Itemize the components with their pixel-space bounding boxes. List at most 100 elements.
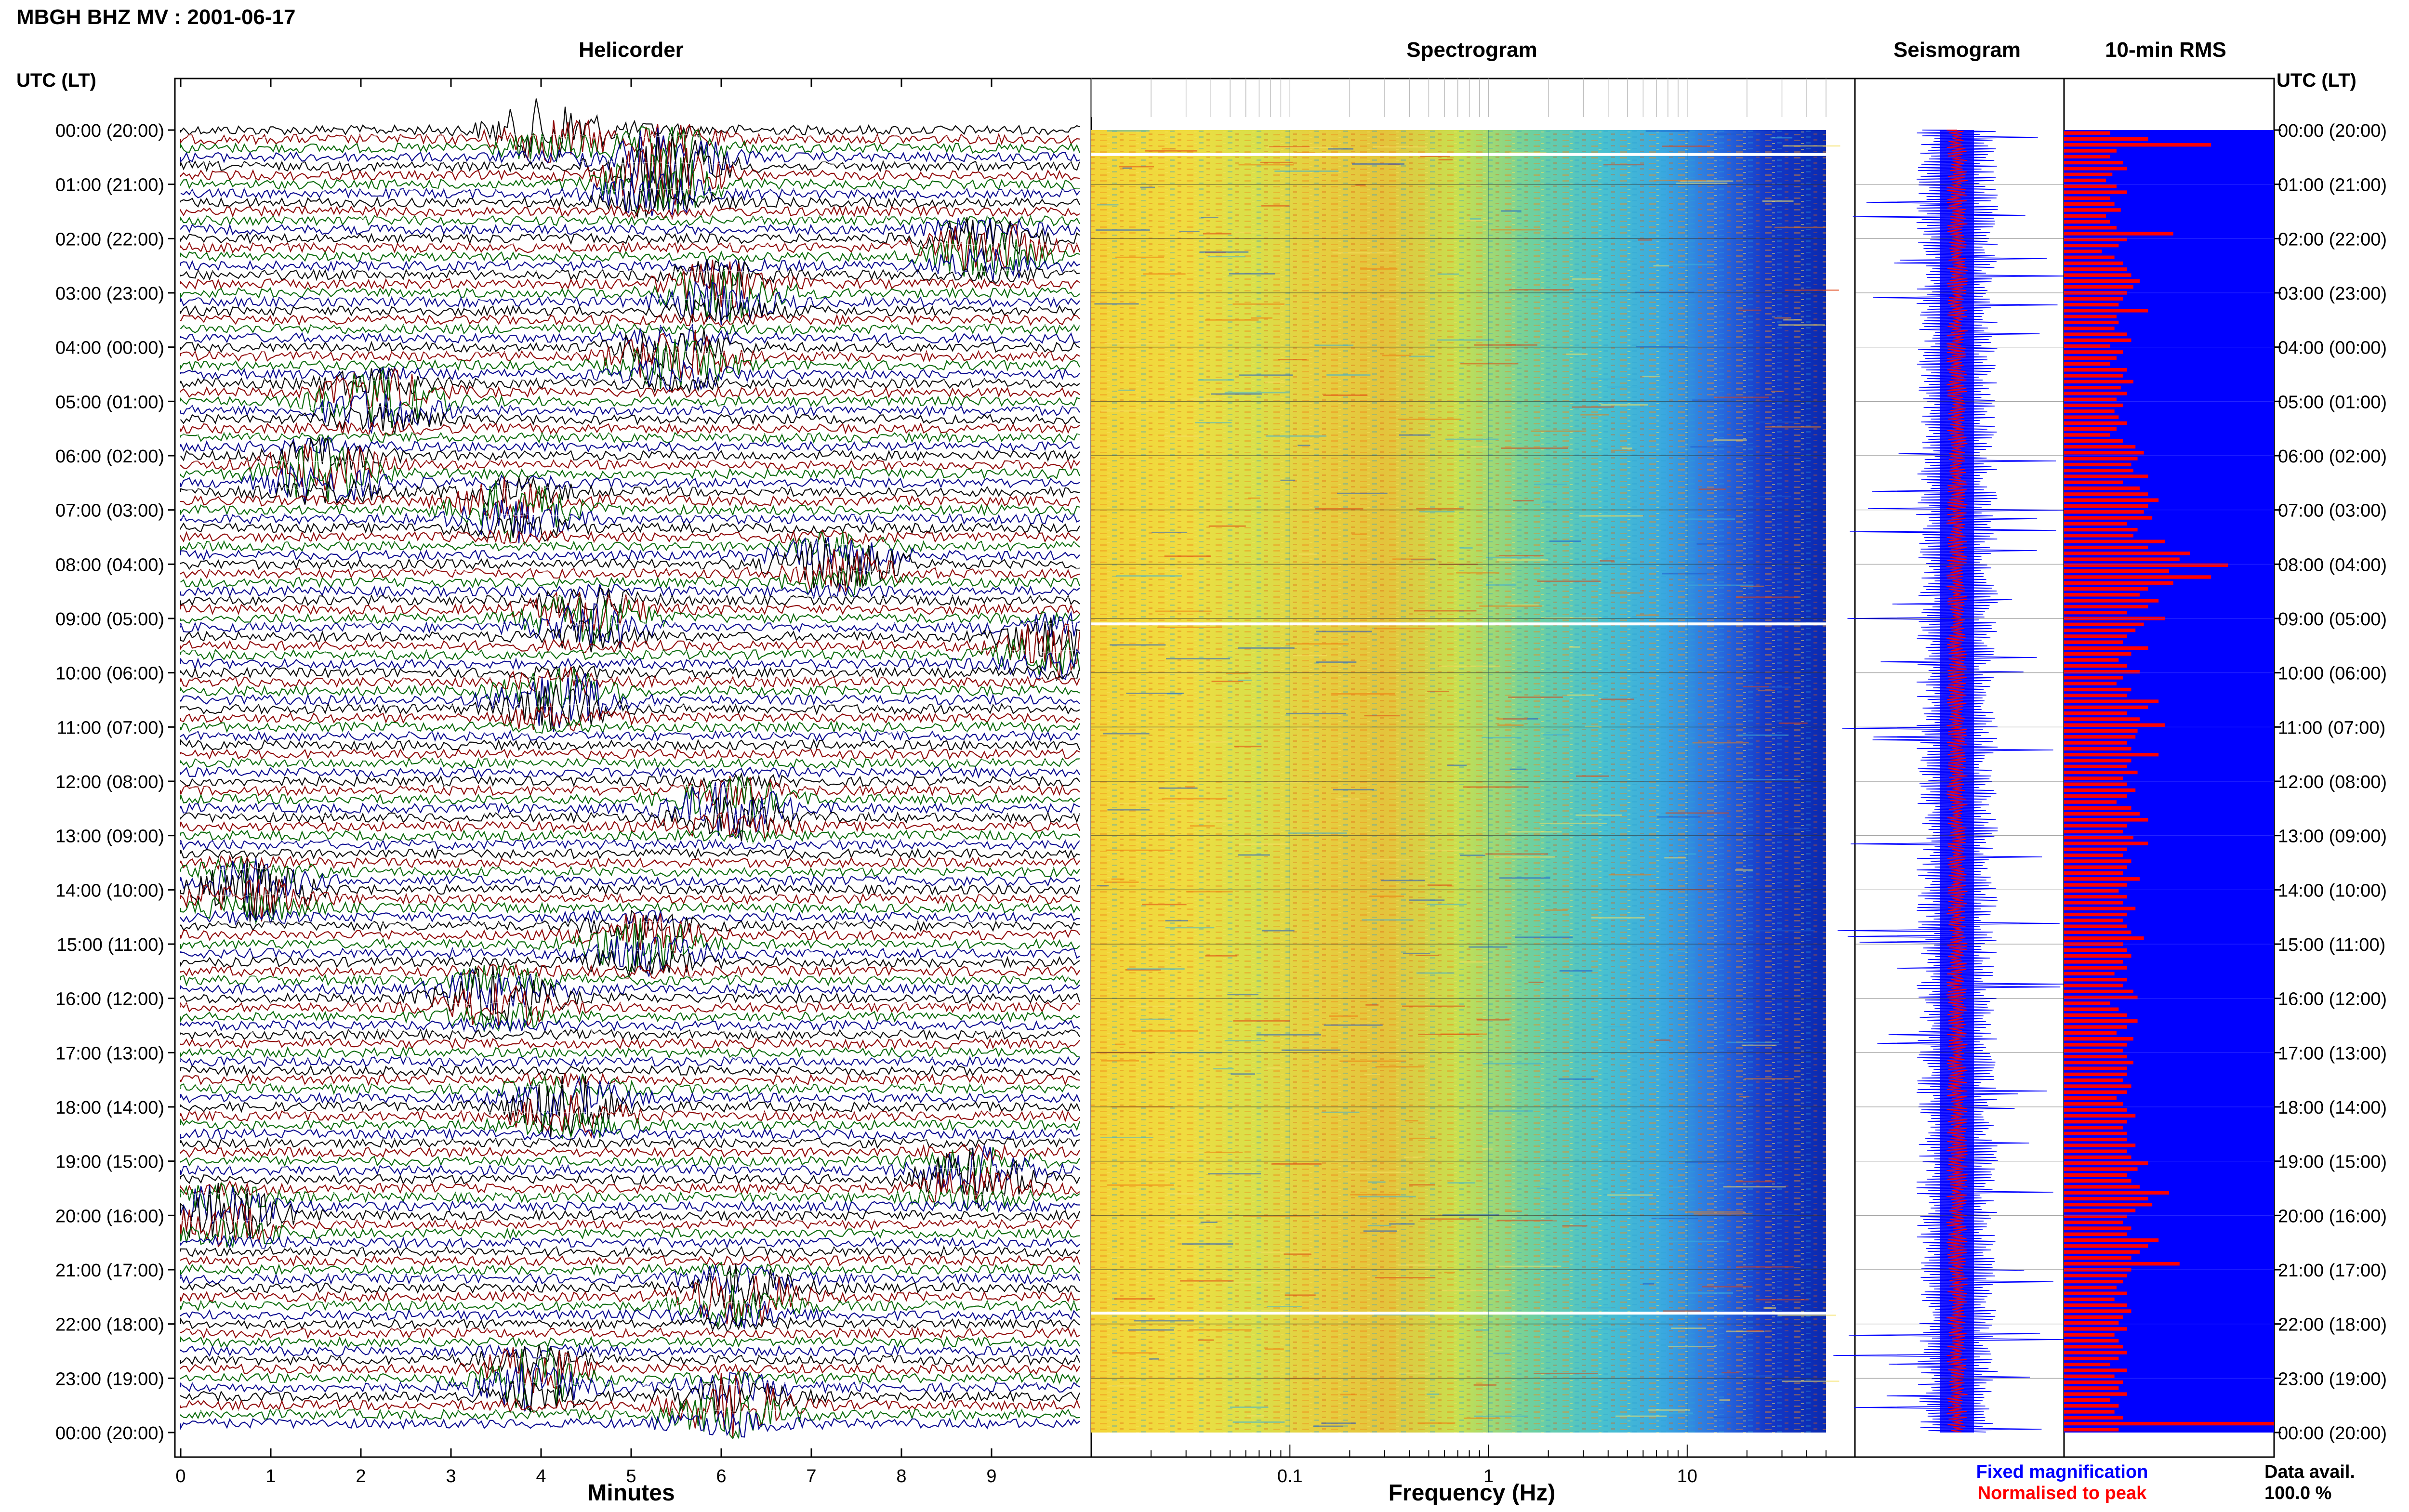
helicorder-trace: [180, 431, 1080, 444]
spectrogram-streak: [1247, 1309, 1289, 1311]
spectrogram-streak: [1321, 1111, 1360, 1113]
helicorder-trace: [180, 856, 1080, 884]
spectrogram-streak: [1374, 1314, 1434, 1315]
spectrogram-streak: [1735, 1181, 1775, 1183]
rms-bar: [2064, 1262, 2180, 1266]
spectrogram-streak: [1373, 146, 1428, 148]
rms-bar: [2064, 1078, 2123, 1082]
spectrogram-streak: [1596, 1140, 1655, 1142]
helicorder-trace: [180, 329, 1080, 380]
spectrogram-streak: [1482, 1148, 1493, 1150]
spectrogram-streak: [1102, 733, 1150, 735]
helicorder-trace-highlight: [180, 378, 1082, 382]
spectrogram-streak: [1100, 1137, 1153, 1138]
spectrogram-streak: [1677, 1292, 1734, 1294]
spectrogram-streak: [1111, 878, 1125, 880]
rms-bar: [2064, 1126, 2123, 1130]
spectrogram-streak: [1461, 184, 1481, 186]
spectrogram-streak: [1515, 936, 1573, 938]
rms-bar: [2064, 522, 2127, 526]
y-tick-label-right: 20:00 (16:00): [2278, 1206, 2387, 1226]
rms-bar: [2064, 1279, 2123, 1284]
spectrogram-streak: [1267, 781, 1308, 783]
rms-bar: [2064, 995, 2138, 999]
helicorder-trace: [180, 549, 1080, 593]
spectrogram-streak: [1227, 994, 1258, 996]
rms-bar: [2064, 1108, 2127, 1112]
spectrogram-streak: [1110, 644, 1166, 646]
spectrogram-streak: [1402, 1005, 1465, 1007]
helicorder-trace: [180, 188, 1080, 219]
rms-bar: [2064, 1321, 2119, 1325]
spectrogram-streak: [1777, 1315, 1836, 1316]
spectrogram-streak: [1234, 746, 1262, 748]
spectrogram-streak: [1486, 584, 1517, 586]
spectrogram-streak: [1638, 853, 1696, 855]
y-axis-ticks: 00:00 (20:00) 00:00 (20:00) 01:00 (21:00) 0…: [55, 121, 2387, 1444]
helicorder-trace: [180, 936, 1080, 977]
helicorder-trace: [180, 1002, 1080, 1032]
spectrogram-streak: [1127, 1329, 1174, 1331]
spectrogram-streak: [1224, 392, 1290, 394]
spectrogram-streak: [1329, 1015, 1358, 1017]
y-tick-label-right: 18:00 (14:00): [2278, 1098, 2387, 1118]
rms-bar: [2064, 847, 2127, 852]
rms-bar: [2064, 1303, 2127, 1307]
spectrogram-streak: [1607, 1194, 1653, 1196]
legend-fixed-magnification: Fixed magnification: [1976, 1462, 2148, 1482]
spectrogram-streak: [1476, 1019, 1509, 1021]
rms-bar: [2064, 232, 2173, 236]
rms-bar: [2064, 605, 2148, 609]
spectrogram-streak: [1782, 1381, 1840, 1382]
spectrogram-streak: [1198, 1339, 1214, 1341]
spectrogram-streak: [1281, 1049, 1341, 1051]
spectrogram-streak: [1147, 727, 1162, 729]
rms-bar: [2064, 332, 2127, 336]
y-tick-label-left: 03:00 (23:00): [55, 284, 164, 304]
rms-bar: [2064, 687, 2131, 692]
spectrogram-streak: [1499, 877, 1550, 879]
spectrogram-streak: [1398, 419, 1461, 421]
rms-bar: [2064, 747, 2131, 751]
spectrogram-streak: [1362, 919, 1414, 921]
spectrogram-streak: [1358, 1196, 1416, 1197]
spectrogram-streak: [1447, 1182, 1475, 1184]
rms-panel: [2063, 78, 2275, 1458]
helicorder-trace: [180, 666, 1081, 695]
spectrogram-streak: [1742, 778, 1799, 780]
spectrogram-streak: [1645, 130, 1690, 132]
spectrogram-streak: [1508, 696, 1563, 698]
rms-bar: [2064, 948, 2127, 952]
rms-bar: [2064, 794, 2127, 798]
helicorder-trace: [180, 1373, 1081, 1437]
rms-bar: [2064, 836, 2133, 840]
helicorder-trace-highlight: [180, 1219, 1082, 1223]
y-tick-label-left: 20:00 (16:00): [55, 1206, 164, 1226]
spectrogram-streak: [1243, 1215, 1310, 1217]
helicorder-trace: [180, 437, 1080, 455]
spectrogram-streak: [1119, 166, 1154, 168]
rms-bar: [2064, 640, 2123, 644]
spectrogram-streak: [1739, 1096, 1750, 1098]
helicorder-trace: [180, 847, 1080, 860]
y-tick-label-right: 07:00 (03:00): [2278, 501, 2387, 521]
spectrogram-streak: [1445, 438, 1499, 440]
helicorder-x-tick-label: 3: [446, 1466, 456, 1486]
helicorder-trace: [180, 141, 1080, 206]
spectrogram-streak: [1644, 1186, 1681, 1188]
spectrogram-streak: [1332, 252, 1393, 254]
rms-bar: [2064, 462, 2131, 467]
rms-bar: [2064, 320, 2119, 325]
rms-bar: [2064, 1428, 2119, 1432]
helicorder-trace: [180, 964, 1080, 993]
spectrogram-streak: [1735, 869, 1753, 871]
spectrogram-streak: [1534, 1372, 1598, 1374]
spectrogram-streak: [1642, 1283, 1655, 1285]
spectrogram-streak: [1232, 303, 1284, 305]
rms-bar: [2064, 237, 2127, 242]
helicorder-trace: [180, 297, 1080, 326]
helicorder-trace: [180, 1263, 1080, 1309]
rms-bar: [2064, 960, 2123, 964]
rms-bar: [2064, 1404, 2119, 1408]
spectrogram-streak: [1694, 1213, 1753, 1215]
